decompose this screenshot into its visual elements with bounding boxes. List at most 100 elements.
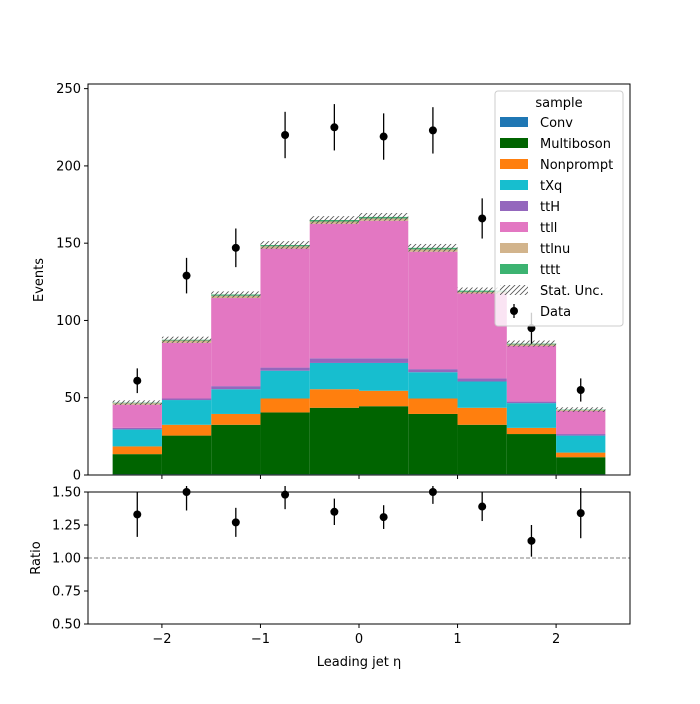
bar-multiboson bbox=[211, 425, 260, 474]
ratio-point bbox=[380, 513, 388, 521]
bar-nonprompt bbox=[310, 389, 359, 408]
bar-tth bbox=[408, 369, 457, 372]
ratio-y-tick-label: 0.50 bbox=[52, 618, 81, 633]
bar-nonprompt bbox=[556, 453, 605, 458]
bar-nonprompt bbox=[408, 399, 457, 414]
legend-label: ttlnu bbox=[540, 242, 570, 257]
data-point bbox=[380, 133, 388, 141]
bar-ttll bbox=[211, 298, 260, 386]
bar-multiboson bbox=[260, 412, 309, 474]
legend-label: Stat. Unc. bbox=[540, 284, 604, 299]
bar-tth bbox=[162, 399, 211, 401]
x-axis-label: Leading jet η bbox=[317, 655, 402, 670]
y-tick-label: 0 bbox=[73, 469, 81, 484]
data-point bbox=[183, 272, 191, 280]
bar-tth bbox=[458, 378, 507, 381]
legend-swatch-nonprompt bbox=[500, 159, 528, 169]
ratio-point bbox=[527, 537, 535, 545]
stat-unc-band bbox=[556, 407, 605, 412]
x-tick-label: 2 bbox=[552, 632, 560, 647]
y-tick-label: 150 bbox=[56, 237, 81, 252]
bar-nonprompt bbox=[458, 408, 507, 425]
ratio-y-tick-label: 1.50 bbox=[52, 486, 81, 501]
bar-txq bbox=[556, 436, 605, 453]
legend-label: Nonprompt bbox=[540, 158, 613, 173]
data-point bbox=[133, 377, 141, 385]
legend-label: ttll bbox=[540, 221, 557, 236]
data-point bbox=[577, 386, 585, 394]
bar-multiboson bbox=[310, 408, 359, 474]
bar-tth bbox=[260, 368, 309, 371]
legend-label: tXq bbox=[540, 179, 562, 194]
bar-ttll bbox=[408, 252, 457, 369]
stat-unc-band bbox=[211, 291, 260, 297]
data-point bbox=[478, 214, 486, 222]
bar-tth bbox=[507, 402, 556, 404]
bar-txq bbox=[458, 382, 507, 408]
x-tick-label: 1 bbox=[453, 632, 461, 647]
legend-title: sample bbox=[535, 96, 582, 111]
bar-tth bbox=[211, 386, 260, 389]
bar-ttll bbox=[310, 224, 359, 358]
legend-swatch-tttt bbox=[500, 264, 528, 274]
bar-ttll bbox=[507, 346, 556, 402]
legend-swatch-ttlnu bbox=[500, 243, 528, 253]
ratio-point bbox=[577, 509, 585, 517]
legend-label: ttH bbox=[540, 200, 560, 215]
legend-label: Conv bbox=[540, 116, 573, 131]
stat-unc-band bbox=[359, 213, 408, 221]
bar-nonprompt bbox=[359, 391, 408, 406]
x-tick-label: −2 bbox=[152, 632, 171, 647]
bar-multiboson bbox=[458, 425, 507, 474]
stat-unc-band bbox=[162, 337, 211, 343]
bar-txq bbox=[162, 400, 211, 425]
bar-nonprompt bbox=[113, 446, 162, 454]
legend-swatch-multiboson bbox=[500, 138, 528, 148]
bar-nonprompt bbox=[211, 414, 260, 425]
bar-txq bbox=[507, 403, 556, 428]
legend-label: Data bbox=[540, 305, 571, 320]
ratio-y-tick-label: 0.75 bbox=[52, 585, 81, 600]
stat-unc-band bbox=[260, 241, 309, 249]
bar-ttll bbox=[113, 405, 162, 428]
data-point bbox=[429, 126, 437, 134]
bar-tth bbox=[556, 434, 605, 436]
bar-ttll bbox=[359, 221, 408, 359]
y-tick-label: 200 bbox=[56, 159, 81, 174]
bar-txq bbox=[113, 429, 162, 446]
y-tick-label: 50 bbox=[64, 391, 81, 406]
bar-txq bbox=[359, 363, 408, 391]
bar-multiboson bbox=[408, 414, 457, 474]
legend-swatch-txq bbox=[500, 180, 528, 190]
bar-ttll bbox=[162, 343, 211, 399]
y-tick-label: 250 bbox=[56, 82, 81, 97]
legend-swatch-ttll bbox=[500, 222, 528, 232]
ratio-point bbox=[330, 508, 338, 516]
bar-nonprompt bbox=[507, 428, 556, 434]
bar-multiboson bbox=[556, 457, 605, 474]
legend-swatch-conv bbox=[500, 117, 528, 127]
bar-multiboson bbox=[507, 434, 556, 474]
stat-unc-band bbox=[113, 400, 162, 405]
bar-multiboson bbox=[113, 454, 162, 474]
bar-ttll bbox=[260, 249, 309, 368]
ratio-y-tick-label: 1.00 bbox=[52, 552, 81, 567]
bar-txq bbox=[408, 372, 457, 398]
bar-txq bbox=[310, 363, 359, 389]
legend-swatch-stat-unc bbox=[500, 285, 528, 295]
bar-multiboson bbox=[359, 406, 408, 474]
bar-multiboson bbox=[162, 436, 211, 475]
bar-nonprompt bbox=[162, 425, 211, 436]
data-point bbox=[330, 123, 338, 131]
legend: sample Conv Multiboson Nonprompt tXq ttH ttll… bbox=[495, 91, 623, 326]
legend-label: Multiboson bbox=[540, 137, 611, 152]
bar-tth bbox=[359, 358, 408, 363]
legend-swatch-tth bbox=[500, 201, 528, 211]
x-tick-label: 0 bbox=[355, 632, 363, 647]
legend-label: tttt bbox=[540, 263, 560, 278]
stat-unc-band bbox=[310, 216, 359, 224]
bar-txq bbox=[211, 389, 260, 414]
ratio-y-tick-label: 1.25 bbox=[52, 519, 81, 534]
bar-tth bbox=[310, 358, 359, 363]
stat-unc-band bbox=[408, 244, 457, 252]
